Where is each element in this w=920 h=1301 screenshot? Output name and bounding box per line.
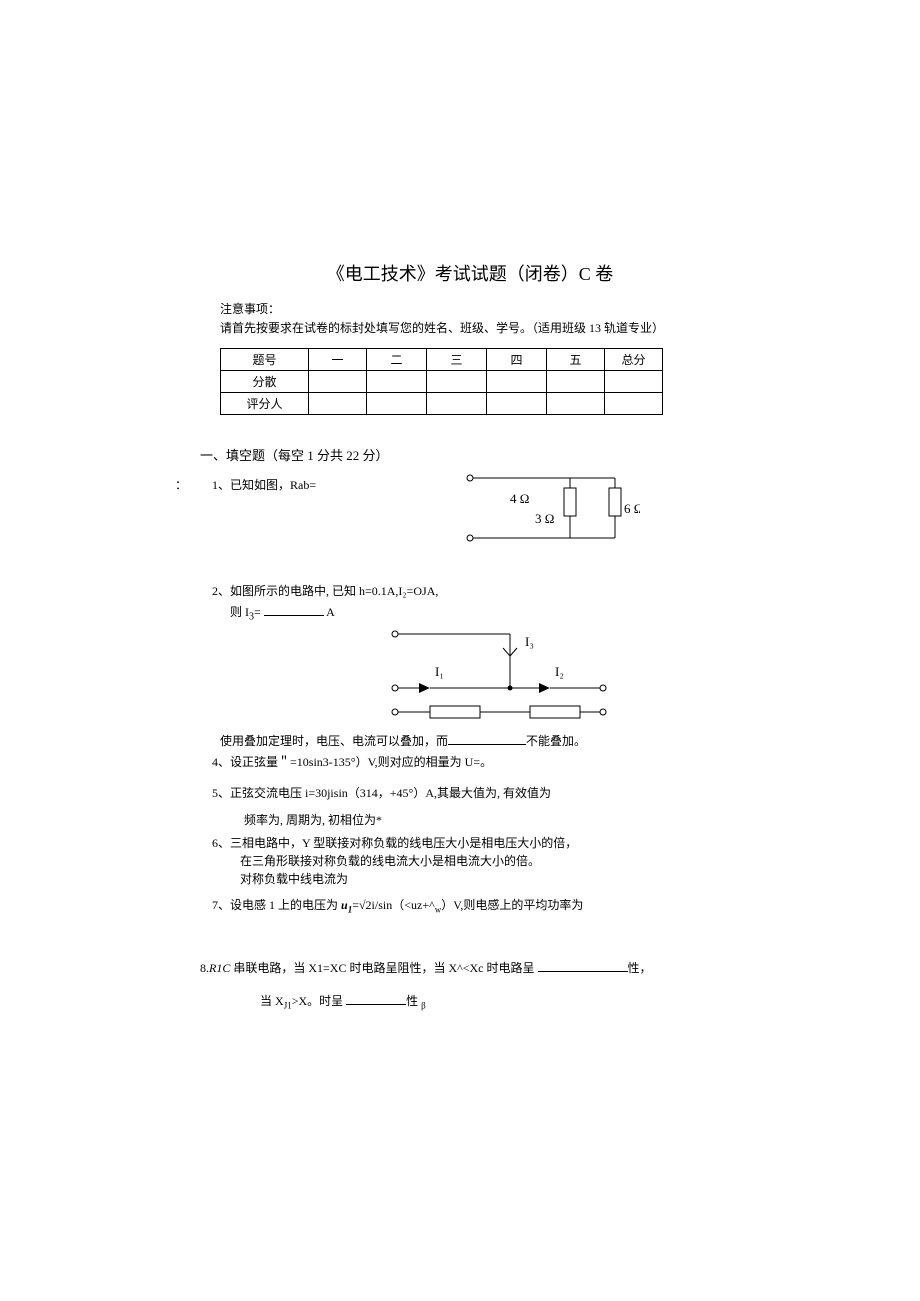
q7-u: u	[341, 898, 348, 912]
cell-empty	[309, 371, 367, 393]
question-3-overlay: 使用叠加定理时，电压、电流可以叠加，而 不能叠加。	[220, 732, 740, 749]
question-8-line2: 当 XJ1>X。时呈 性 β	[260, 992, 740, 1010]
question-1-row: ： 1、已知如图，Rab= 4 Ω 3 Ω 6 Ω	[200, 476, 740, 494]
q6-line3: 对称负载中线电流为	[240, 870, 740, 888]
stray-colon: ：	[175, 476, 187, 493]
cell-empty	[367, 393, 427, 415]
q8b-sub: J1	[284, 1000, 292, 1010]
cell-empty	[309, 393, 367, 415]
blank	[346, 993, 406, 1005]
q7-end: ）V,则电感上的平均功率为	[441, 898, 583, 912]
q8b-pre: 当	[260, 994, 275, 1008]
cell-col: 五	[547, 349, 605, 371]
cell-label: 题号	[221, 349, 309, 371]
fig1-r2: 3 Ω	[535, 511, 554, 526]
question-2-line2: 则 I3= A	[230, 603, 740, 622]
q8b-x: X	[275, 994, 284, 1008]
q7-pre: 7、设电感 1 上的电压为	[212, 898, 341, 912]
score-table: 题号 一 二 三 四 五 总分 分散 评分人	[220, 348, 663, 415]
fig1-r3: 6 Ω	[624, 501, 640, 516]
question-5-line2: 频率为, 周期为, 初相位为*	[244, 811, 740, 828]
question-1: 1、已知如图，Rab=	[212, 478, 316, 492]
q3-post: 不能叠加。	[526, 734, 586, 748]
cell-col: 二	[367, 349, 427, 371]
fig1-r1: 4 Ω	[510, 491, 529, 506]
q2-pre: 则 I	[230, 605, 249, 619]
q8b-beta: β	[421, 1000, 426, 1010]
question-6: 6、三相电路中，Y 型联接对称负载的线电压大小是相电压大小的倍， 在三角形联接对…	[212, 834, 740, 888]
cell-empty	[367, 371, 427, 393]
cell-empty	[547, 393, 605, 415]
section-heading: 一、填空题（每空 1 分共 22 分）	[200, 445, 740, 464]
cell-empty	[487, 393, 547, 415]
q7-post: =√2i/sin（<uz+^	[352, 898, 435, 912]
blank	[264, 604, 324, 616]
blank	[538, 960, 628, 972]
cell-empty	[427, 371, 487, 393]
cell-col: 一	[309, 349, 367, 371]
cell-col: 四	[487, 349, 547, 371]
question-4: 4、设正弦量＂=10sin3-135°）V,则对应的相量为 U=。	[212, 753, 740, 770]
cell-col: 三	[427, 349, 487, 371]
question-2: 2、如图所示的电路中, 已知 h=0.1A,I₂=OJA,	[212, 582, 740, 599]
table-row: 分散	[221, 371, 663, 393]
table-row: 评分人	[221, 393, 663, 415]
q8b-post: 性	[406, 994, 421, 1008]
q8-post: 性，	[628, 961, 652, 975]
blank	[448, 733, 526, 745]
circuit-figure-1: 4 Ω 3 Ω 6 Ω	[460, 468, 640, 548]
q8-pre: 8.	[200, 961, 209, 975]
table-row: 题号 一 二 三 四 五 总分	[221, 349, 663, 371]
question-5: 5、正弦交流电压 i=30jisin（314，+45°）A,其最大值为, 有效值…	[212, 784, 740, 801]
cell-empty	[605, 393, 663, 415]
q2-mid: =	[254, 605, 264, 619]
q3-pre: 使用叠加定理时，电压、电流可以叠加，而	[220, 734, 448, 748]
cell-empty	[605, 371, 663, 393]
circuit-figure-2: I₁ I₂ I₃	[375, 626, 615, 721]
fig2-i3: I₃	[525, 634, 534, 649]
question-7: 7、设电感 1 上的电压为 u1=√2i/sin（<uz+^w）V,则电感上的平…	[212, 896, 740, 914]
cell-empty	[487, 371, 547, 393]
q8b-mid: >X。时呈	[292, 994, 346, 1008]
q8-italic: R1C	[209, 961, 230, 975]
q8-mid: 串联电路，当 X1=XC 时电路呈阻性，当 X^<Xc 时电路呈	[230, 961, 537, 975]
q6-line2: 在三角形联接对称负载的线电流大小是相电流大小的倍。	[240, 852, 740, 870]
instruction-text: 请首先按要求在试卷的标封处填写您的姓名、班级、学号。（适用班级 13 轨道专业）	[220, 319, 740, 336]
fig2-i1: I₁	[435, 664, 444, 679]
notice-label: 注意事项：	[220, 300, 740, 317]
exam-title: 《电工技术》考试试题（闭卷）C 卷	[200, 260, 740, 286]
cell-col: 总分	[605, 349, 663, 371]
question-8: 8.R1C 串联电路，当 X1=XC 时电路呈阻性，当 X^<Xc 时电路呈 性…	[200, 959, 740, 976]
cell-empty	[427, 393, 487, 415]
cell-label: 评分人	[221, 393, 309, 415]
cell-label: 分散	[221, 371, 309, 393]
fig2-i2: I₂	[555, 664, 564, 679]
q2-post: A	[324, 605, 335, 619]
cell-empty	[547, 371, 605, 393]
q6-line1: 6、三相电路中，Y 型联接对称负载的线电压大小是相电压大小的倍，	[212, 834, 740, 852]
